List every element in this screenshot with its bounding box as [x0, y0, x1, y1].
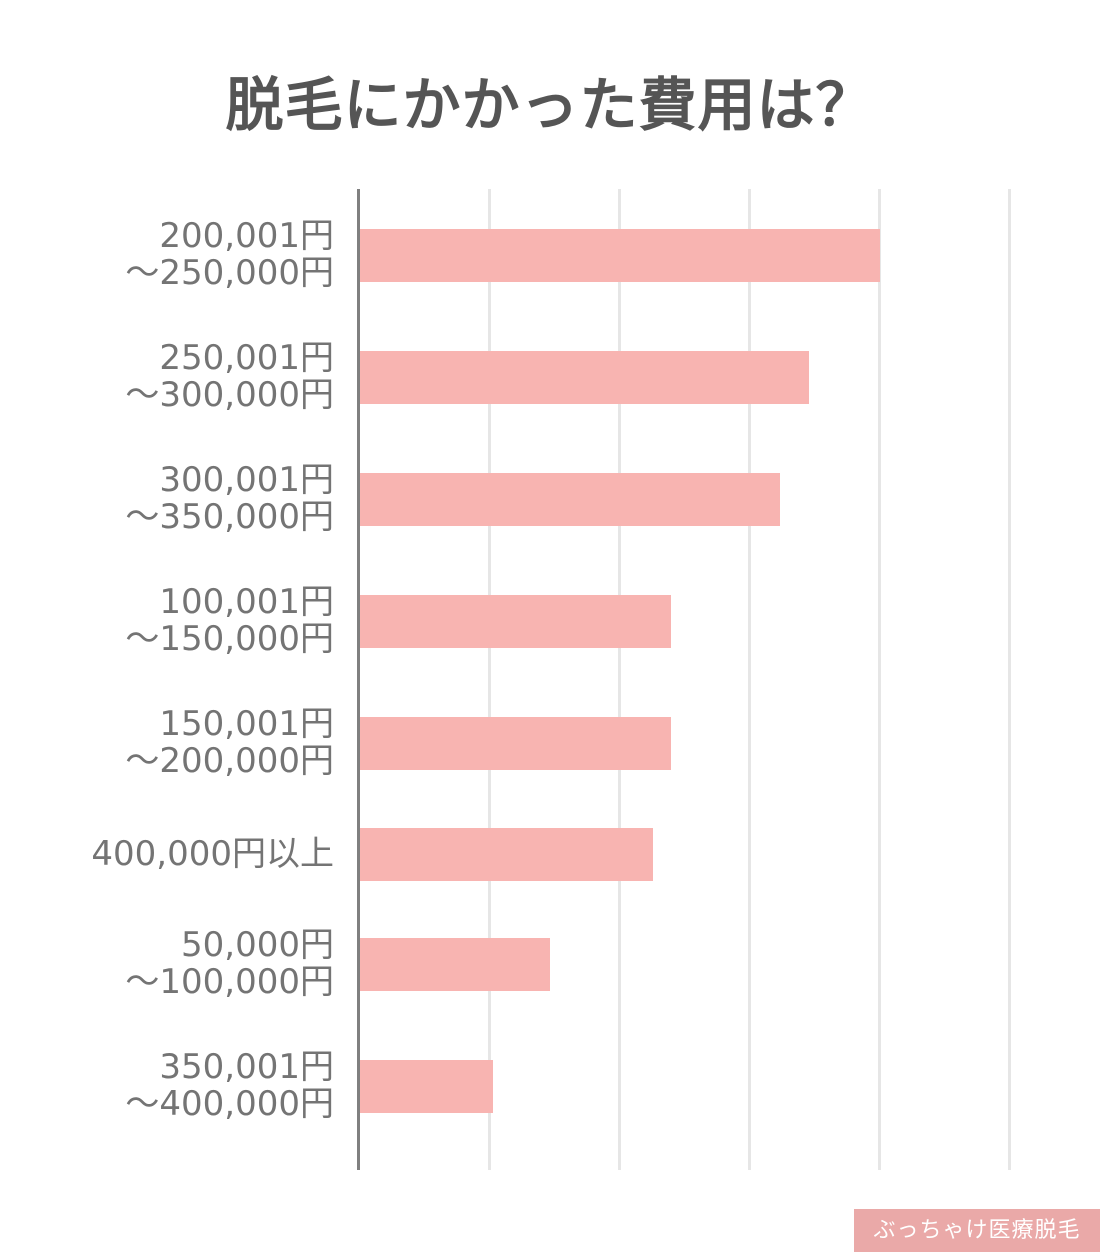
- bar: [360, 717, 671, 770]
- bar: [360, 351, 809, 404]
- category-label: 350,001円 ～400,000円: [125, 1047, 334, 1124]
- gridline: [878, 189, 881, 1170]
- watermark-badge: ぶっちゃけ医療脱毛: [854, 1209, 1100, 1252]
- category-label: 100,001円 ～150,000円: [125, 582, 334, 659]
- category-label: 200,001円 ～250,000円: [125, 216, 334, 293]
- chart-title: 脱毛にかかった費用は？: [225, 71, 875, 139]
- bar: [360, 938, 550, 991]
- bar: [360, 229, 880, 282]
- bar: [360, 828, 653, 881]
- gridline: [488, 189, 491, 1170]
- category-label: 150,001円 ～200,000円: [125, 704, 334, 781]
- y-axis-line: [357, 189, 360, 1170]
- gridline: [748, 189, 751, 1170]
- category-label: 50,000円 ～100,000円: [125, 925, 334, 1002]
- bar: [360, 473, 780, 526]
- gridline: [1008, 189, 1011, 1170]
- category-label: 400,000円以上: [91, 834, 334, 874]
- gridline: [618, 189, 621, 1170]
- category-label: 300,001円 ～350,000円: [125, 460, 334, 537]
- bar: [360, 1060, 493, 1113]
- category-label: 250,001円 ～300,000円: [125, 338, 334, 415]
- bar: [360, 595, 671, 648]
